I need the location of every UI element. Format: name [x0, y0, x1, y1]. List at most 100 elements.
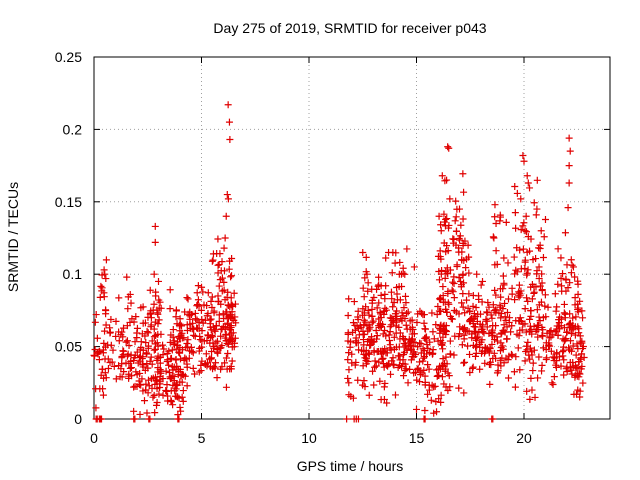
- data-point: [189, 349, 197, 357]
- data-point: [459, 170, 467, 178]
- data-point: [201, 361, 209, 369]
- data-point: [554, 245, 562, 253]
- data-point: [198, 357, 206, 365]
- data-point: [376, 377, 384, 385]
- data-point: [572, 351, 580, 359]
- data-point: [198, 283, 206, 291]
- data-point: [517, 195, 525, 203]
- data-point: [369, 317, 377, 325]
- data-point: [345, 391, 353, 399]
- data-point: [442, 322, 450, 330]
- data-point: [153, 356, 161, 364]
- data-point: [373, 304, 381, 312]
- data-point: [539, 332, 547, 340]
- data-point: [206, 339, 214, 347]
- data-point: [401, 367, 409, 375]
- data-point: [562, 335, 570, 343]
- data-point: [468, 364, 476, 372]
- data-point: [481, 359, 489, 367]
- data-point: [133, 348, 141, 356]
- data-point: [152, 288, 160, 296]
- data-point: [107, 315, 115, 323]
- data-point: [438, 362, 446, 370]
- data-point: [137, 304, 145, 312]
- data-point: [469, 302, 477, 310]
- data-point: [449, 278, 457, 286]
- data-point: [419, 311, 427, 319]
- data-point: [438, 340, 446, 348]
- data-point: [430, 335, 438, 343]
- data-point: [384, 362, 392, 370]
- data-point: [375, 299, 383, 307]
- data-point: [539, 253, 547, 261]
- data-point: [224, 301, 232, 309]
- data-point: [499, 285, 507, 293]
- data-point: [484, 299, 492, 307]
- data-point: [207, 297, 215, 305]
- data-point: [437, 307, 445, 315]
- data-point: [574, 386, 582, 394]
- data-point: [344, 330, 352, 338]
- data-point: [407, 337, 415, 345]
- data-point: [149, 393, 157, 401]
- data-point: [500, 254, 508, 262]
- data-point: [207, 315, 215, 323]
- data-point: [563, 261, 571, 269]
- data-point: [557, 254, 565, 262]
- data-point: [578, 307, 586, 315]
- data-point: [209, 256, 217, 264]
- data-point: [563, 328, 571, 336]
- data-point: [154, 320, 162, 328]
- data-point: [437, 227, 445, 235]
- data-point: [144, 364, 152, 372]
- data-point: [502, 218, 510, 226]
- data-point: [571, 273, 579, 281]
- data-point: [100, 266, 108, 274]
- data-point: [101, 270, 109, 278]
- data-point: [530, 346, 538, 354]
- data-point: [526, 322, 534, 330]
- data-point: [185, 354, 193, 362]
- data-point: [231, 334, 239, 342]
- data-point: [508, 290, 516, 298]
- data-point: [220, 278, 228, 286]
- data-point: [139, 346, 147, 354]
- data-point: [175, 348, 183, 356]
- data-point: [434, 365, 442, 373]
- data-point: [350, 298, 358, 306]
- data-point: [567, 337, 575, 345]
- data-point: [530, 199, 538, 207]
- data-point: [489, 322, 497, 330]
- data-point: [95, 356, 103, 364]
- data-point: [167, 354, 175, 362]
- data-point: [400, 372, 408, 380]
- data-point: [368, 333, 376, 341]
- data-point: [476, 365, 484, 373]
- data-point: [444, 287, 452, 295]
- data-point: [535, 301, 543, 309]
- data-point: [459, 215, 467, 223]
- data-point: [459, 290, 467, 298]
- data-point: [100, 374, 108, 382]
- data-point: [391, 259, 399, 267]
- data-point: [139, 361, 147, 369]
- data-point: [178, 393, 186, 401]
- data-point: [151, 238, 159, 246]
- data-point: [90, 351, 98, 359]
- data-point: [446, 337, 454, 345]
- data-point: [450, 235, 458, 243]
- data-point: [520, 157, 528, 165]
- data-point: [517, 226, 525, 234]
- data-point: [173, 362, 181, 370]
- data-point: [411, 368, 419, 376]
- data-point: [534, 333, 542, 341]
- data-point: [363, 270, 371, 278]
- data-point: [482, 315, 490, 323]
- data-point: [151, 222, 159, 230]
- data-point: [547, 333, 555, 341]
- data-point: [133, 334, 141, 342]
- data-point: [561, 229, 569, 237]
- data-point: [424, 361, 432, 369]
- data-point: [523, 248, 531, 256]
- data-point: [450, 351, 458, 359]
